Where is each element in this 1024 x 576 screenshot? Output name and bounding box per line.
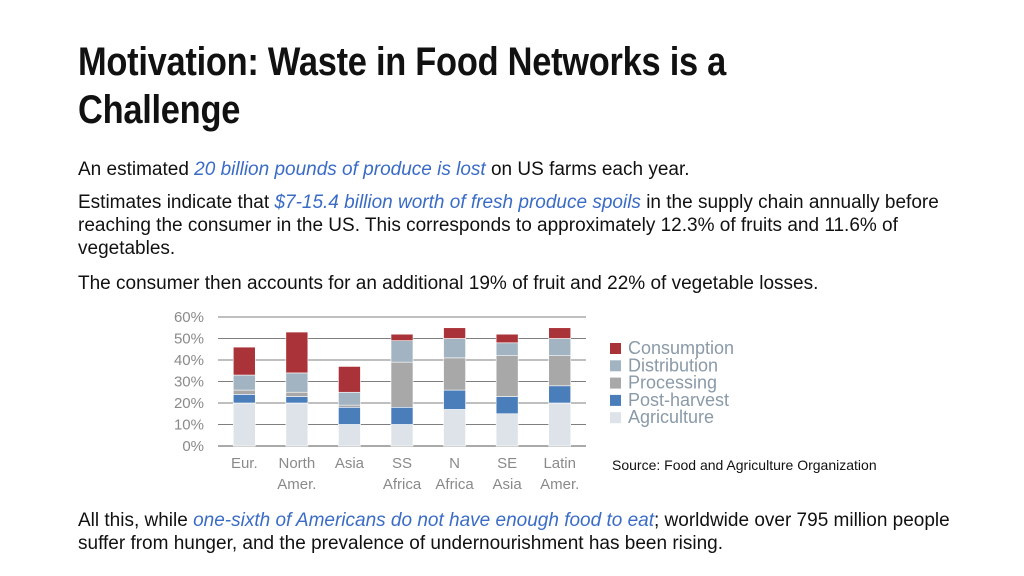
p1-post: on US farms each year.: [485, 159, 690, 180]
bar-segment-agriculture: [285, 402, 309, 447]
bar-segment-agriculture: [443, 409, 466, 447]
bar-segment-agriculture: [232, 402, 256, 447]
paragraph-supply-chain: Estimates indicate that $7-15.4 billion …: [78, 191, 968, 260]
bar-segment-processing: [495, 355, 519, 397]
bar-segment-processing: [548, 355, 572, 387]
page-title: Motivation: Waste in Food Networks is a …: [78, 40, 727, 132]
bar-segment-distribution: [495, 342, 519, 356]
legend-label: Agriculture: [628, 407, 714, 427]
bar-segment-distribution: [338, 391, 361, 406]
y-tick-label: 40%: [174, 352, 204, 369]
p2-pre: Estimates indicate that: [78, 192, 275, 213]
bar-segment-post-harvest: [232, 394, 256, 404]
y-tick-label: 20%: [174, 395, 204, 412]
p1-highlight: 20 billion pounds of produce is lost: [194, 159, 486, 180]
bar-segment-consumption: [443, 327, 466, 339]
bar-segment-distribution: [390, 340, 414, 363]
x-tick-label: North: [279, 455, 316, 472]
bar-segment-consumption: [232, 346, 256, 376]
bar-segment-consumption: [390, 333, 414, 341]
bar-segment-post-harvest: [548, 385, 572, 404]
y-tick-label: 10%: [174, 417, 204, 434]
y-tick-label: 0%: [182, 438, 204, 455]
bar-segment-post-harvest: [443, 389, 466, 410]
bar-segment-consumption: [338, 366, 361, 393]
x-tick-label: SS: [392, 455, 412, 472]
y-tick-label: 50%: [174, 331, 204, 348]
x-tick-label: N: [449, 455, 460, 472]
bar-segment-agriculture: [548, 402, 572, 447]
paragraph-consumer-loss: The consumer then accounts for an additi…: [78, 273, 819, 294]
legend-swatch: [610, 412, 621, 424]
paragraph-hunger: All this, while one-sixth of Americans d…: [78, 509, 968, 555]
bar-segment-consumption: [548, 327, 572, 339]
bar-segment-distribution: [285, 372, 309, 393]
p2-post: in the supply chain annually before reac…: [78, 192, 939, 259]
legend-label: Post-harvest: [628, 390, 729, 410]
bar-segment-agriculture: [390, 424, 414, 447]
x-tick-label: Latin: [543, 455, 576, 472]
legend-swatch: [610, 394, 621, 406]
legend-swatch: [610, 377, 621, 389]
bar-segment-consumption: [495, 333, 519, 344]
bar-segment-consumption: [285, 331, 309, 374]
bar-segment-agriculture: [338, 424, 361, 447]
bar-segment-processing: [443, 357, 466, 391]
bar-segment-processing: [232, 389, 256, 395]
bar-segment-agriculture: [495, 413, 519, 447]
source-note: Source: Food and Agriculture Organizatio…: [612, 457, 877, 473]
legend-swatch: [610, 343, 621, 354]
legend-swatch: [610, 360, 621, 372]
bar-segment-post-harvest: [390, 407, 414, 425]
bar-segment-processing: [390, 361, 414, 408]
x-tick-label: Amer.: [277, 476, 316, 493]
bar-segment-distribution: [443, 338, 466, 359]
bar-segment-distribution: [232, 374, 256, 391]
bar-segment-processing: [338, 404, 361, 408]
p2-highlight: $7-15.4 billion worth of fresh produce s…: [274, 192, 641, 213]
legend-label: Processing: [628, 373, 717, 393]
food-loss-chart: 0% 10% 20% 30% 40% 50% 60% Eur. North Amer. Asia S…: [174, 309, 734, 493]
paragraph-farm-loss: An estimated 20 billion pounds of produc…: [78, 158, 968, 181]
legend-label: Consumption: [628, 338, 734, 358]
x-tick-label: Africa: [435, 476, 474, 493]
p1-pre: An estimated: [78, 159, 195, 180]
x-tick-label: Asia: [335, 455, 365, 472]
bar-segment-post-harvest: [285, 396, 309, 404]
p4-highlight: one-sixth of Americans do not have enoug…: [193, 510, 654, 531]
x-tick-label: Amer.: [540, 476, 579, 493]
y-tick-label: 30%: [174, 374, 204, 391]
bar-segment-processing: [285, 391, 309, 397]
legend-label: Distribution: [628, 355, 718, 375]
x-tick-label: Eur.: [231, 455, 258, 472]
p4-pre: All this, while: [78, 510, 194, 531]
x-tick-label: SE: [497, 455, 517, 472]
p4-post: ; worldwide over 795 million people suff…: [78, 510, 950, 554]
bar-segment-post-harvest: [495, 396, 519, 415]
bar-segment-post-harvest: [338, 407, 361, 425]
y-tick-label: 60%: [174, 309, 204, 326]
bar-segment-distribution: [548, 338, 572, 357]
x-tick-label: Africa: [383, 476, 422, 493]
x-tick-label: Asia: [493, 476, 523, 493]
